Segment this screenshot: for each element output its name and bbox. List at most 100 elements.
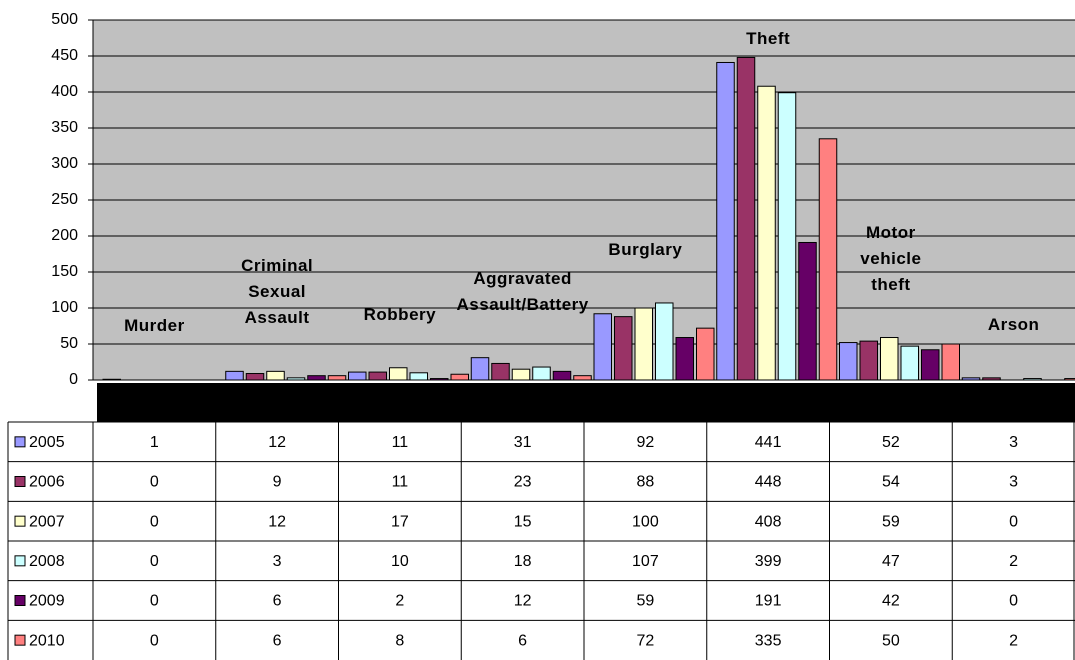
legend-key — [14, 436, 26, 448]
y-tick-label: 200 — [51, 227, 78, 244]
bar — [716, 61, 735, 381]
bar — [552, 370, 572, 381]
bar — [900, 345, 919, 381]
bar — [409, 372, 428, 381]
y-tick-label: 300 — [51, 155, 78, 172]
bar — [593, 313, 612, 381]
bar — [1023, 378, 1042, 381]
bar — [921, 349, 940, 381]
category-label: Aggravated Assault/Battery — [456, 268, 589, 314]
bar — [491, 362, 510, 381]
table-value: 0 — [150, 474, 159, 491]
bar — [470, 357, 490, 381]
bar — [266, 370, 285, 381]
legend-key — [14, 515, 26, 527]
table-value: 0 — [150, 553, 159, 570]
legend-key — [14, 634, 26, 646]
y-tick-label: 500 — [51, 11, 78, 28]
table-value: 59 — [882, 513, 900, 530]
category-label: Robbery — [363, 304, 437, 324]
category-label: Murder — [124, 316, 185, 336]
bar — [777, 92, 797, 381]
table-value: 0 — [1009, 513, 1018, 530]
table-value: 441 — [755, 434, 782, 451]
y-tick-label: 0 — [69, 371, 78, 388]
category-label: Criminal Sexual Assault — [241, 256, 314, 328]
legend-label: 2005 — [29, 434, 65, 451]
table-value: 0 — [150, 593, 159, 610]
bar — [839, 342, 858, 381]
bar — [286, 377, 306, 381]
bar — [450, 373, 469, 381]
bar — [961, 377, 981, 381]
table-value: 50 — [882, 632, 900, 649]
bar — [818, 138, 838, 381]
bar — [941, 343, 960, 381]
table-value: 2 — [1009, 632, 1018, 649]
table-value: 6 — [518, 632, 527, 649]
table-value: 59 — [636, 593, 654, 610]
bar — [532, 366, 551, 381]
table-value: 54 — [882, 474, 900, 491]
table-value: 2 — [395, 593, 404, 610]
bar — [696, 327, 715, 381]
bar — [655, 302, 674, 381]
table-value: 72 — [636, 632, 654, 649]
table-value: 408 — [755, 513, 782, 530]
table-value: 18 — [514, 553, 532, 570]
bar — [736, 56, 756, 381]
table-value: 6 — [273, 632, 282, 649]
table-value: 6 — [273, 593, 282, 610]
y-tick-label: 150 — [51, 263, 78, 280]
bar — [430, 378, 449, 381]
legend-key — [14, 476, 26, 487]
bar — [368, 371, 387, 381]
bar — [225, 370, 244, 381]
table-value: 52 — [882, 434, 900, 451]
table-value: 10 — [391, 553, 409, 570]
bar — [389, 367, 408, 381]
table-value: 3 — [273, 553, 282, 570]
bar — [757, 85, 776, 381]
table-value: 0 — [1009, 593, 1018, 610]
y-tick-label: 50 — [60, 335, 78, 352]
table-value: 399 — [755, 553, 782, 570]
bar — [675, 337, 694, 381]
y-tick-label: 350 — [51, 119, 78, 136]
category-label: Theft — [746, 29, 791, 48]
bar — [859, 340, 878, 381]
table-value: 11 — [392, 474, 409, 491]
bar — [614, 316, 633, 381]
legend-key — [14, 555, 26, 567]
legend-label: 2007 — [29, 513, 65, 530]
table-value: 47 — [882, 553, 900, 570]
category-label: Motor vehicle theft — [860, 222, 922, 294]
table-value: 1 — [150, 434, 159, 451]
table-value: 12 — [268, 513, 286, 530]
category-label: Arson — [987, 314, 1040, 334]
y-tick-label: 400 — [51, 83, 78, 100]
table-value: 92 — [636, 434, 654, 451]
table-value: 11 — [392, 434, 409, 451]
table-value: 335 — [755, 632, 782, 649]
table-value: 31 — [514, 434, 532, 451]
table-value: 100 — [632, 513, 659, 530]
table-value: 3 — [1009, 474, 1018, 491]
bar — [798, 241, 817, 381]
table-value: 191 — [755, 593, 782, 610]
category-band — [97, 383, 1075, 422]
bar — [634, 307, 653, 381]
table-value: 0 — [150, 513, 159, 530]
bar — [307, 375, 326, 381]
category-label: Burglary — [608, 239, 683, 259]
legend-label: 2008 — [29, 553, 65, 570]
legend-label: 2006 — [29, 474, 65, 491]
table-value: 12 — [514, 593, 532, 610]
y-tick-label: 250 — [51, 191, 78, 208]
y-tick-label: 100 — [51, 299, 78, 316]
table-value: 107 — [632, 553, 659, 570]
table-value: 88 — [636, 474, 654, 491]
table-value: 42 — [882, 593, 900, 610]
